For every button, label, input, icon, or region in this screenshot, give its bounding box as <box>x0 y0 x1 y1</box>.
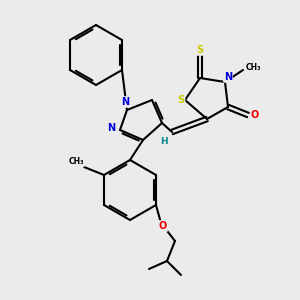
Text: CH₃: CH₃ <box>68 158 84 166</box>
Text: N: N <box>107 123 115 133</box>
Text: S: S <box>177 95 184 105</box>
Text: H: H <box>160 137 168 146</box>
Text: CH₃: CH₃ <box>245 64 261 73</box>
Text: O: O <box>251 110 259 120</box>
Text: O: O <box>159 221 167 231</box>
Text: S: S <box>196 45 204 55</box>
Text: N: N <box>121 97 129 107</box>
Text: N: N <box>224 72 232 82</box>
